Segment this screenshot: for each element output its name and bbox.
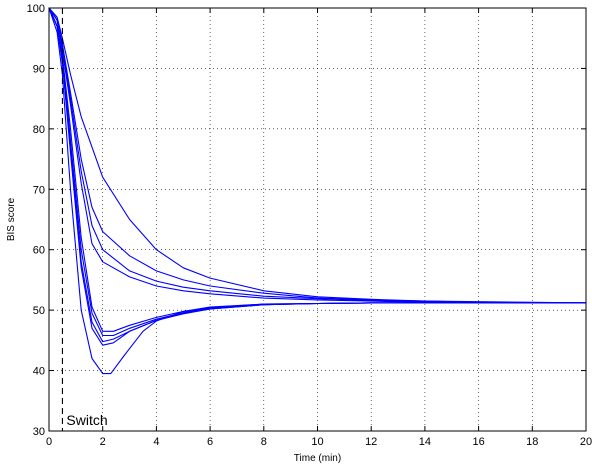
series-line-3 <box>48 7 586 304</box>
y-tick-label: 50 <box>33 305 45 317</box>
grid-lines <box>49 8 586 431</box>
y-tick-label: 80 <box>33 124 45 136</box>
y-tick-label: 60 <box>33 245 45 257</box>
switch-label: Switch <box>66 412 107 428</box>
annotation-group: Switch <box>61 8 108 431</box>
y-tick-label: 100 <box>27 3 45 15</box>
series-line-9 <box>48 7 586 375</box>
y-tick-label: 40 <box>33 366 45 378</box>
x-tick-label: 8 <box>261 436 267 448</box>
x-axis-label: Time (min) <box>294 453 341 464</box>
series-group <box>48 7 587 375</box>
x-tick-label: 16 <box>472 436 484 448</box>
y-tick-label: 70 <box>33 184 45 196</box>
x-tick-label: 18 <box>526 436 538 448</box>
x-tick-label: 12 <box>365 436 377 448</box>
x-tick-label: 14 <box>419 436 431 448</box>
y-axis-label: BIS score <box>6 197 17 241</box>
tick-group: 0 2 4 6 8 10 12 14 16 18 20 30 40 50 60 70 80 90 100 <box>27 3 592 448</box>
x-tick-label: 20 <box>580 436 592 448</box>
series-line-6 <box>48 7 586 337</box>
x-tick-label: 6 <box>207 436 213 448</box>
y-tick-label: 30 <box>33 426 45 438</box>
x-tick-label: 10 <box>311 436 323 448</box>
y-tick-label: 90 <box>33 63 45 75</box>
x-tick-label: 0 <box>46 436 52 448</box>
x-tick-label: 2 <box>100 436 106 448</box>
x-tick-label: 4 <box>153 436 159 448</box>
series-line-7 <box>48 7 586 343</box>
